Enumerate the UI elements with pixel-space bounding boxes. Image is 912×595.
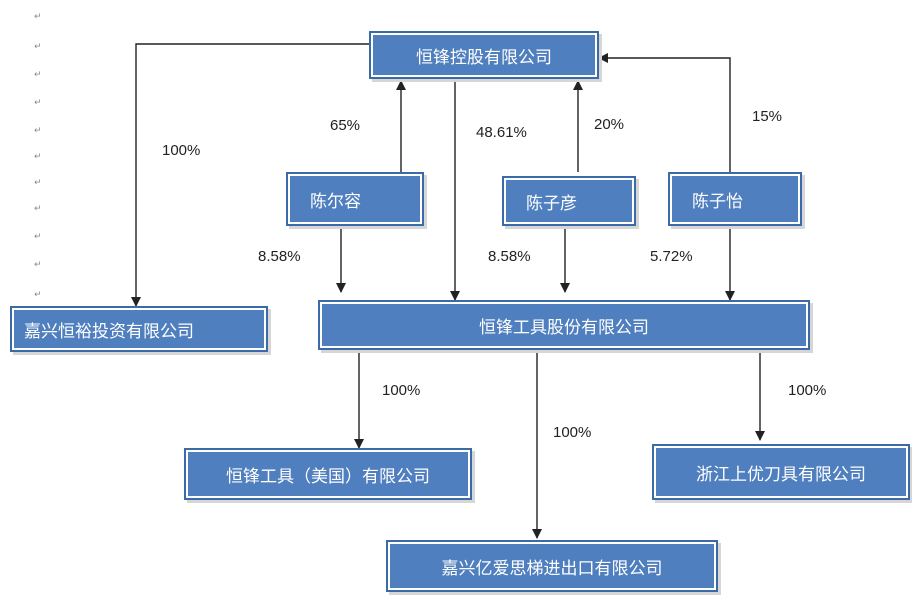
label-ziyan-to-holding: 20% — [594, 116, 625, 133]
node-hengfeng-holding: 恒锋控股有限公司 — [369, 31, 599, 79]
label-ziyan-to-tools: 8.58% — [488, 248, 531, 265]
paragraph-mark: ↵ — [34, 232, 42, 242]
edge-ziyi-to-holding — [598, 53, 731, 172]
edge-holding-to-hengyu — [131, 43, 369, 307]
node-chen-errong: 陈尔容 — [286, 172, 424, 226]
node-chen-ziyan: 陈子彦 — [502, 176, 636, 226]
paragraph-mark: ↵ — [34, 98, 42, 108]
paragraph-mark: ↵ — [34, 42, 42, 52]
paragraph-mark: ↵ — [34, 204, 42, 214]
node-chen-ziyi: 陈子怡 — [668, 172, 802, 226]
node-hengfeng-tools: 恒锋工具股份有限公司 — [318, 300, 810, 350]
node-jiaxing-yiaisi: 嘉兴亿爱思梯进出口有限公司 — [386, 540, 718, 592]
node-hengfeng-usa: 恒锋工具（美国）有限公司 — [184, 448, 472, 500]
label-tools-to-yiaisi: 100% — [553, 424, 592, 441]
paragraph-mark: ↵ — [34, 152, 42, 162]
node-zhejiang-shangyou: 浙江上优刀具有限公司 — [652, 444, 910, 500]
node-jiaxing-hengyu: 嘉兴恒裕投资有限公司 — [10, 306, 268, 352]
paragraph-mark: ↵ — [34, 126, 42, 136]
label-tools-to-shangyou: 100% — [788, 382, 827, 399]
label-errong-to-tools: 8.58% — [258, 248, 301, 265]
paragraph-mark: ↵ — [34, 12, 42, 22]
paragraph-mark: ↵ — [34, 260, 42, 270]
label-holding-to-tools: 48.61% — [476, 124, 527, 141]
label-ziyi-to-holding: 15% — [752, 108, 783, 125]
label-holding-to-hengyu: 100% — [162, 142, 201, 159]
label-errong-to-holding: 65% — [330, 117, 361, 134]
paragraph-mark: ↵ — [34, 178, 42, 188]
paragraph-mark: ↵ — [34, 70, 42, 80]
label-ziyi-to-tools: 5.72% — [650, 248, 693, 265]
paragraph-mark: ↵ — [34, 290, 42, 300]
label-tools-to-usa: 100% — [382, 382, 421, 399]
